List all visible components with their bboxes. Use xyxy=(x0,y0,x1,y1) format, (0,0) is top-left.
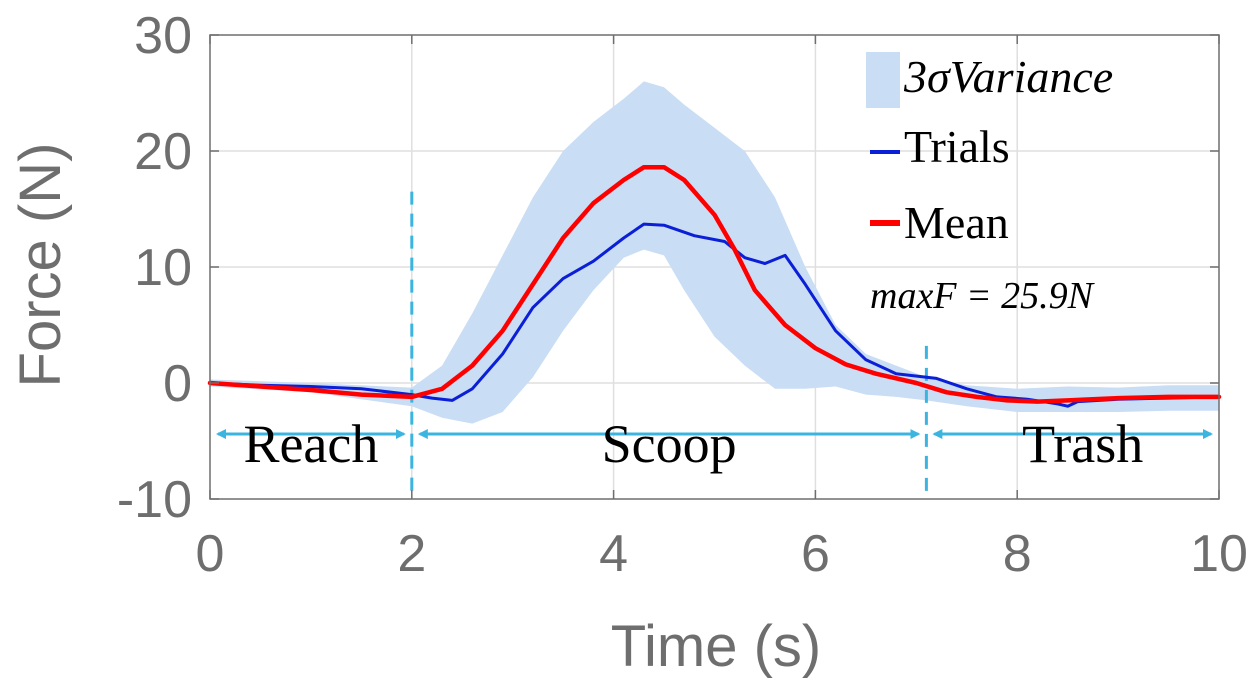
phase-label-trash: Trash xyxy=(1022,414,1143,474)
y-tick-label: 20 xyxy=(134,123,192,181)
series-layer xyxy=(207,164,1222,408)
legend-variance-swatch xyxy=(866,52,900,108)
axes-frame xyxy=(209,34,1220,500)
y-tick-label: 30 xyxy=(134,7,192,65)
y-tick-label: 0 xyxy=(163,355,192,413)
y-axis-title: Force (N) xyxy=(8,143,73,388)
x-tick-label: 8 xyxy=(1003,525,1032,583)
x-tick-label: 4 xyxy=(599,525,628,583)
x-tick-label: 0 xyxy=(196,525,225,583)
legend-trials-label: Trials xyxy=(904,121,1010,172)
phase-markers xyxy=(216,191,1213,499)
phase-label-scoop: Scoop xyxy=(602,414,737,474)
phase-label-reach: Reach xyxy=(243,414,378,474)
variance-band xyxy=(210,81,1219,424)
y-tick-label: 10 xyxy=(134,239,192,297)
x-tick-label: 10 xyxy=(1190,525,1248,583)
y-tick-label: -10 xyxy=(117,471,192,529)
legend-mean-label: Mean xyxy=(904,197,1009,248)
series-line-mean xyxy=(207,164,1222,404)
variance-band-layer xyxy=(210,81,1219,424)
x-tick-label: 2 xyxy=(397,525,426,583)
legend: 3σVariance Trials Mean xyxy=(866,51,1113,248)
phase-labels: Reach Scoop Trash xyxy=(243,414,1143,474)
x-axis-title: Time (s) xyxy=(611,614,821,679)
legend-variance-label: 3σVariance xyxy=(903,51,1113,102)
x-tick-label: 6 xyxy=(801,525,830,583)
max-force-annotation: maxF = 25.9N xyxy=(870,275,1096,317)
